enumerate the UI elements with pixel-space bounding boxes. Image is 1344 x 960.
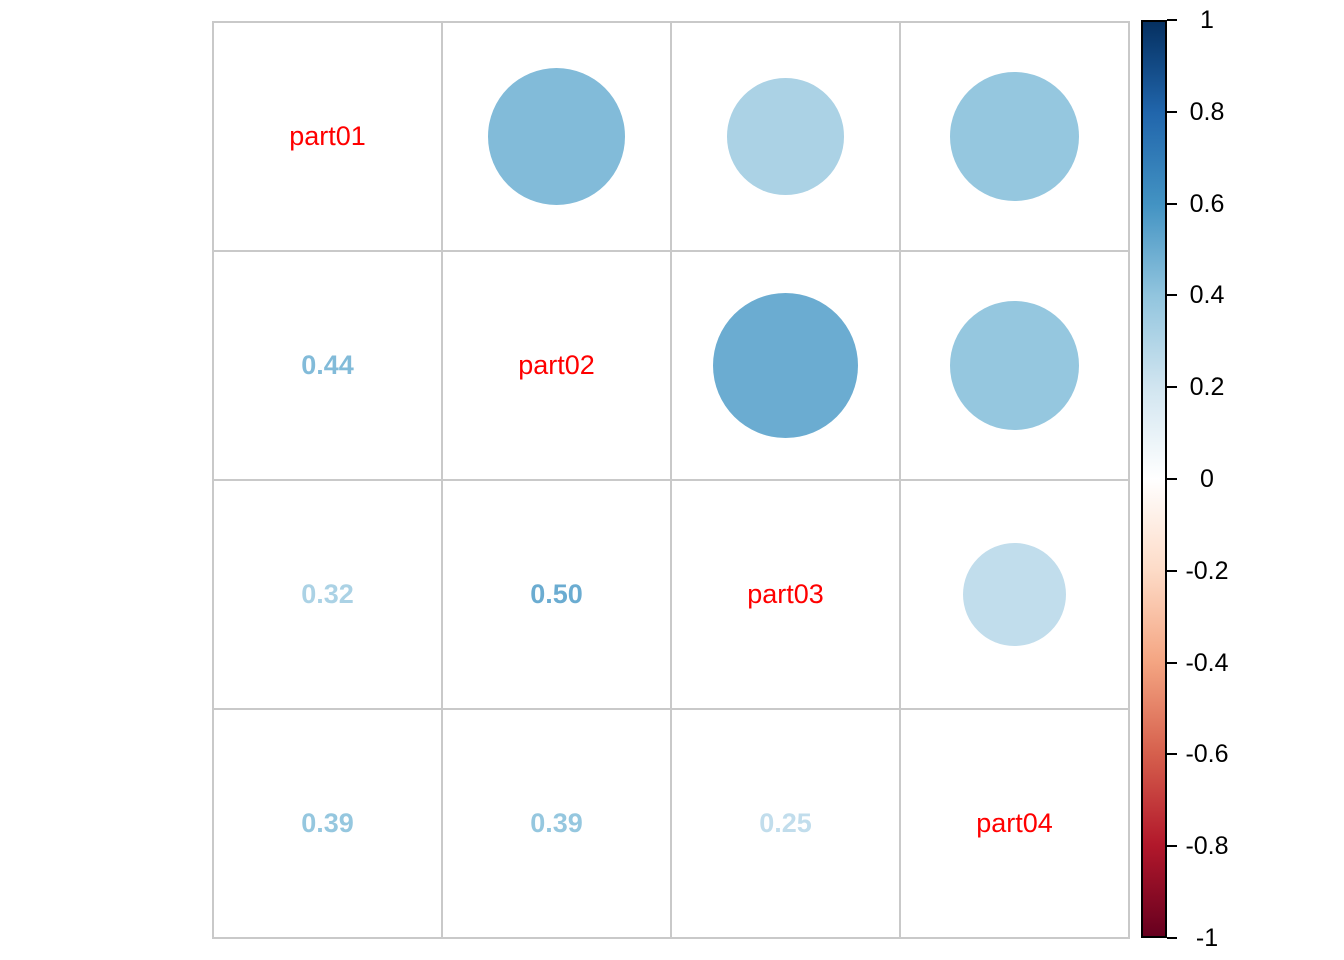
matrix-cell bbox=[900, 22, 1129, 251]
matrix-cell: part01 bbox=[213, 22, 442, 251]
colorbar-tick-mark bbox=[1167, 110, 1177, 113]
variable-label: part04 bbox=[976, 808, 1053, 838]
matrix-cell: 0.32 bbox=[213, 480, 442, 709]
matrix-cell: 0.50 bbox=[442, 480, 671, 709]
colorbar-tick-label: 0.8 bbox=[1189, 97, 1225, 126]
colorbar-tick-mark bbox=[1167, 661, 1177, 664]
colorbar-tick-label: 0 bbox=[1200, 465, 1214, 493]
colorbar: 1 0.8 0.6 0.4 0.2 0 -0.2 -0.4 -0.6 -0.8 -1 bbox=[1141, 7, 1341, 951]
colorbar-tick-label: 0.6 bbox=[1189, 189, 1225, 218]
colorbar-tick-label: -0.8 bbox=[1185, 832, 1229, 861]
correlation-value: 0.39 bbox=[530, 808, 583, 838]
colorbar-tick-label: 0.4 bbox=[1189, 281, 1225, 310]
matrix-cell bbox=[900, 251, 1129, 480]
colorbar-tick-mark bbox=[1167, 202, 1177, 205]
matrix-cell: 0.39 bbox=[442, 709, 671, 938]
matrix-cell bbox=[442, 22, 671, 251]
colorbar-tick-mark bbox=[1167, 753, 1177, 756]
matrix-cell: part02 bbox=[442, 251, 671, 480]
matrix-cell bbox=[900, 480, 1129, 709]
variable-label: part01 bbox=[289, 121, 366, 151]
colorbar-tick-mark bbox=[1167, 294, 1177, 297]
correlation-circle bbox=[727, 78, 844, 195]
correlation-value: 0.32 bbox=[301, 579, 354, 609]
matrix-cell: 0.25 bbox=[671, 709, 900, 938]
variable-label: part03 bbox=[747, 579, 824, 609]
correlation-value: 0.39 bbox=[301, 808, 354, 838]
matrix-cell bbox=[671, 22, 900, 251]
colorbar-tick-mark bbox=[1167, 386, 1177, 389]
colorbar-tick-label: 1 bbox=[1200, 6, 1214, 34]
matrix-cell bbox=[671, 251, 900, 480]
colorbar-tick-label: -0.2 bbox=[1185, 556, 1229, 585]
correlation-circle bbox=[488, 68, 625, 205]
colorbar-tick-label: 0.2 bbox=[1189, 373, 1225, 402]
colorbar-tick-mark bbox=[1167, 937, 1177, 939]
matrix-cell: 0.39 bbox=[213, 709, 442, 938]
correlation-value: 0.44 bbox=[301, 350, 354, 380]
colorbar-tick-mark bbox=[1167, 569, 1177, 572]
matrix-cell: 0.44 bbox=[213, 251, 442, 480]
correlation-matrix-grid: part01 0.44 part02 0.32 0.50 part03 0.39 0.39 0.… bbox=[212, 21, 1130, 939]
colorbar-gradient bbox=[1141, 20, 1167, 938]
colorbar-tick-mark bbox=[1167, 478, 1177, 480]
correlation-value: 0.50 bbox=[530, 579, 583, 609]
matrix-cell: part04 bbox=[900, 709, 1129, 938]
colorbar-tick-mark bbox=[1167, 19, 1177, 21]
correlation-circle bbox=[712, 292, 859, 439]
colorbar-tick-mark bbox=[1167, 845, 1177, 848]
correlation-circle bbox=[950, 72, 1079, 201]
correlation-circle bbox=[950, 301, 1079, 430]
correlation-circle bbox=[962, 542, 1067, 647]
colorbar-tick-label: -0.6 bbox=[1185, 740, 1229, 769]
correlation-value: 0.25 bbox=[759, 808, 812, 838]
colorbar-tick-label: -1 bbox=[1195, 924, 1219, 952]
variable-label: part02 bbox=[518, 350, 595, 380]
matrix-cell: part03 bbox=[671, 480, 900, 709]
colorbar-tick-label: -0.4 bbox=[1185, 648, 1229, 677]
